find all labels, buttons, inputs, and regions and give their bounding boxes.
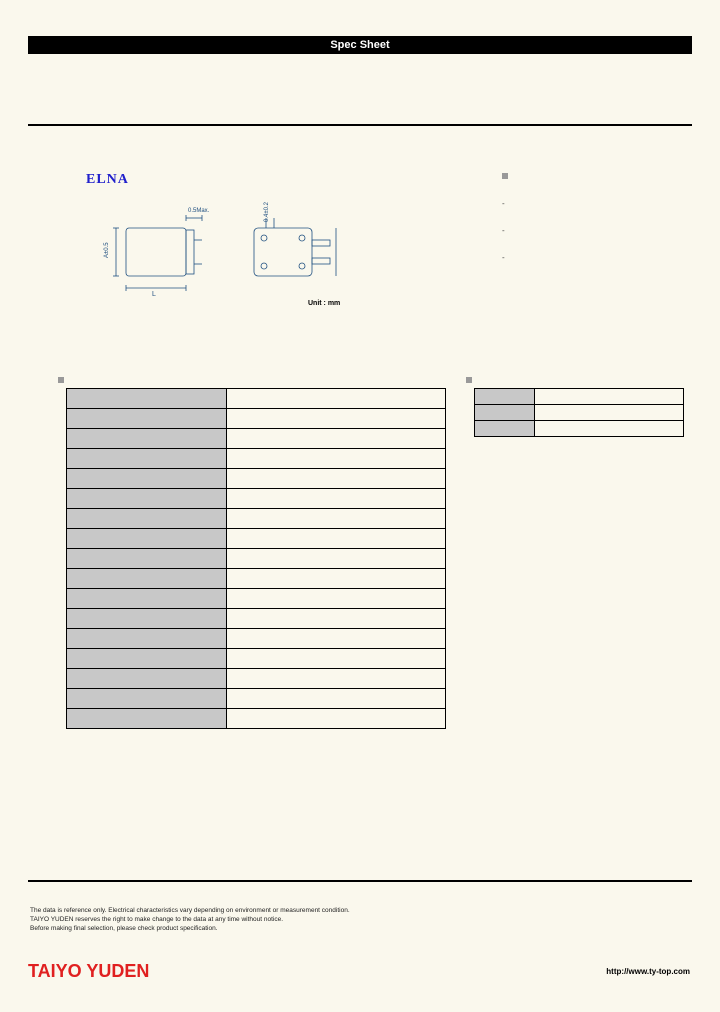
dim-label-cell [475,389,535,405]
square-bullet-icon [466,377,472,383]
svg-text:0.4±0.2: 0.4±0.2 [264,201,270,222]
spec-label-cell [67,469,227,489]
spec-value-cell [227,609,446,629]
divider-top [28,124,692,126]
dim-label-cell [475,405,535,421]
table-row [67,389,446,409]
note-item: - [502,199,508,208]
spec-label-cell [67,409,227,429]
note-item: - [502,253,508,262]
divider-bottom [28,880,692,882]
table-row [67,609,446,629]
unit-label: Unit : mm [308,300,340,307]
footer-url: http://www.ty-top.com [606,967,690,976]
spec-value-cell [227,529,446,549]
spec-label-cell [67,449,227,469]
spec-value-cell [227,709,446,729]
svg-text:L: L [152,291,156,298]
table-row [67,589,446,609]
table-row [67,709,446,729]
spec-value-cell [227,509,446,529]
dim-value-cell [535,421,684,437]
spec-label-cell [67,549,227,569]
table-row [67,569,446,589]
spec-label-cell [67,569,227,589]
spec-table-header [58,376,64,385]
spec-value-cell [227,669,446,689]
side-notes: - - - [502,172,508,280]
disclaimer-line: TAIYO YUDEN reserves the right to make c… [30,915,350,924]
spec-table [66,388,446,729]
square-bullet-icon [58,377,64,383]
svg-text:A±0.5: A±0.5 [104,242,110,258]
footer-brand-logo: TAIYO YUDEN [28,961,149,982]
disclaimer-line: The data is reference only. Electrical c… [30,906,350,915]
spec-value-cell [227,429,446,449]
spec-label-cell [67,649,227,669]
table-row [475,389,684,405]
spec-label-cell [67,629,227,649]
table-row [67,529,446,549]
dim-value-cell [535,405,684,421]
disclaimer-text: The data is reference only. Electrical c… [30,906,350,933]
square-bullet-icon [502,173,508,179]
spec-value-cell [227,689,446,709]
table-row [67,469,446,489]
spec-value-cell [227,629,446,649]
spec-value-cell [227,489,446,509]
spec-value-cell [227,389,446,409]
spec-value-cell [227,649,446,669]
spec-value-cell [227,569,446,589]
spec-label-cell [67,429,227,449]
spec-label-cell [67,709,227,729]
spec-label-cell [67,389,227,409]
spec-value-cell [227,409,446,429]
table-row [67,689,446,709]
dim-label-top: 0.5Max. [188,208,210,214]
table-row [475,421,684,437]
note-item: - [502,226,508,235]
spec-value-cell [227,589,446,609]
spec-value-cell [227,469,446,489]
table-row [67,449,446,469]
spec-label-cell [67,589,227,609]
table-row [67,649,446,669]
spec-label-cell [67,509,227,529]
page-title: Spec Sheet [330,39,389,51]
table-row [67,629,446,649]
dim-table-header [466,376,472,385]
dim-value-cell [535,389,684,405]
spec-label-cell [67,609,227,629]
spec-label-cell [67,489,227,509]
table-row [67,549,446,569]
table-row [67,409,446,429]
table-row [475,405,684,421]
spec-value-cell [227,549,446,569]
table-row [67,669,446,689]
spec-label-cell [67,689,227,709]
brand-logo: ELNA [86,172,129,188]
dim-label-cell [475,421,535,437]
page-title-bar: Spec Sheet [28,36,692,54]
table-row [67,429,446,449]
component-diagram: 0.5Max. L A±0.5 0.4±0.2 [86,200,346,310]
dimension-table [474,388,684,437]
table-row [67,489,446,509]
table-row [67,509,446,529]
spec-label-cell [67,529,227,549]
spec-label-cell [67,669,227,689]
spec-value-cell [227,449,446,469]
disclaimer-line: Before making final selection, please ch… [30,924,350,933]
